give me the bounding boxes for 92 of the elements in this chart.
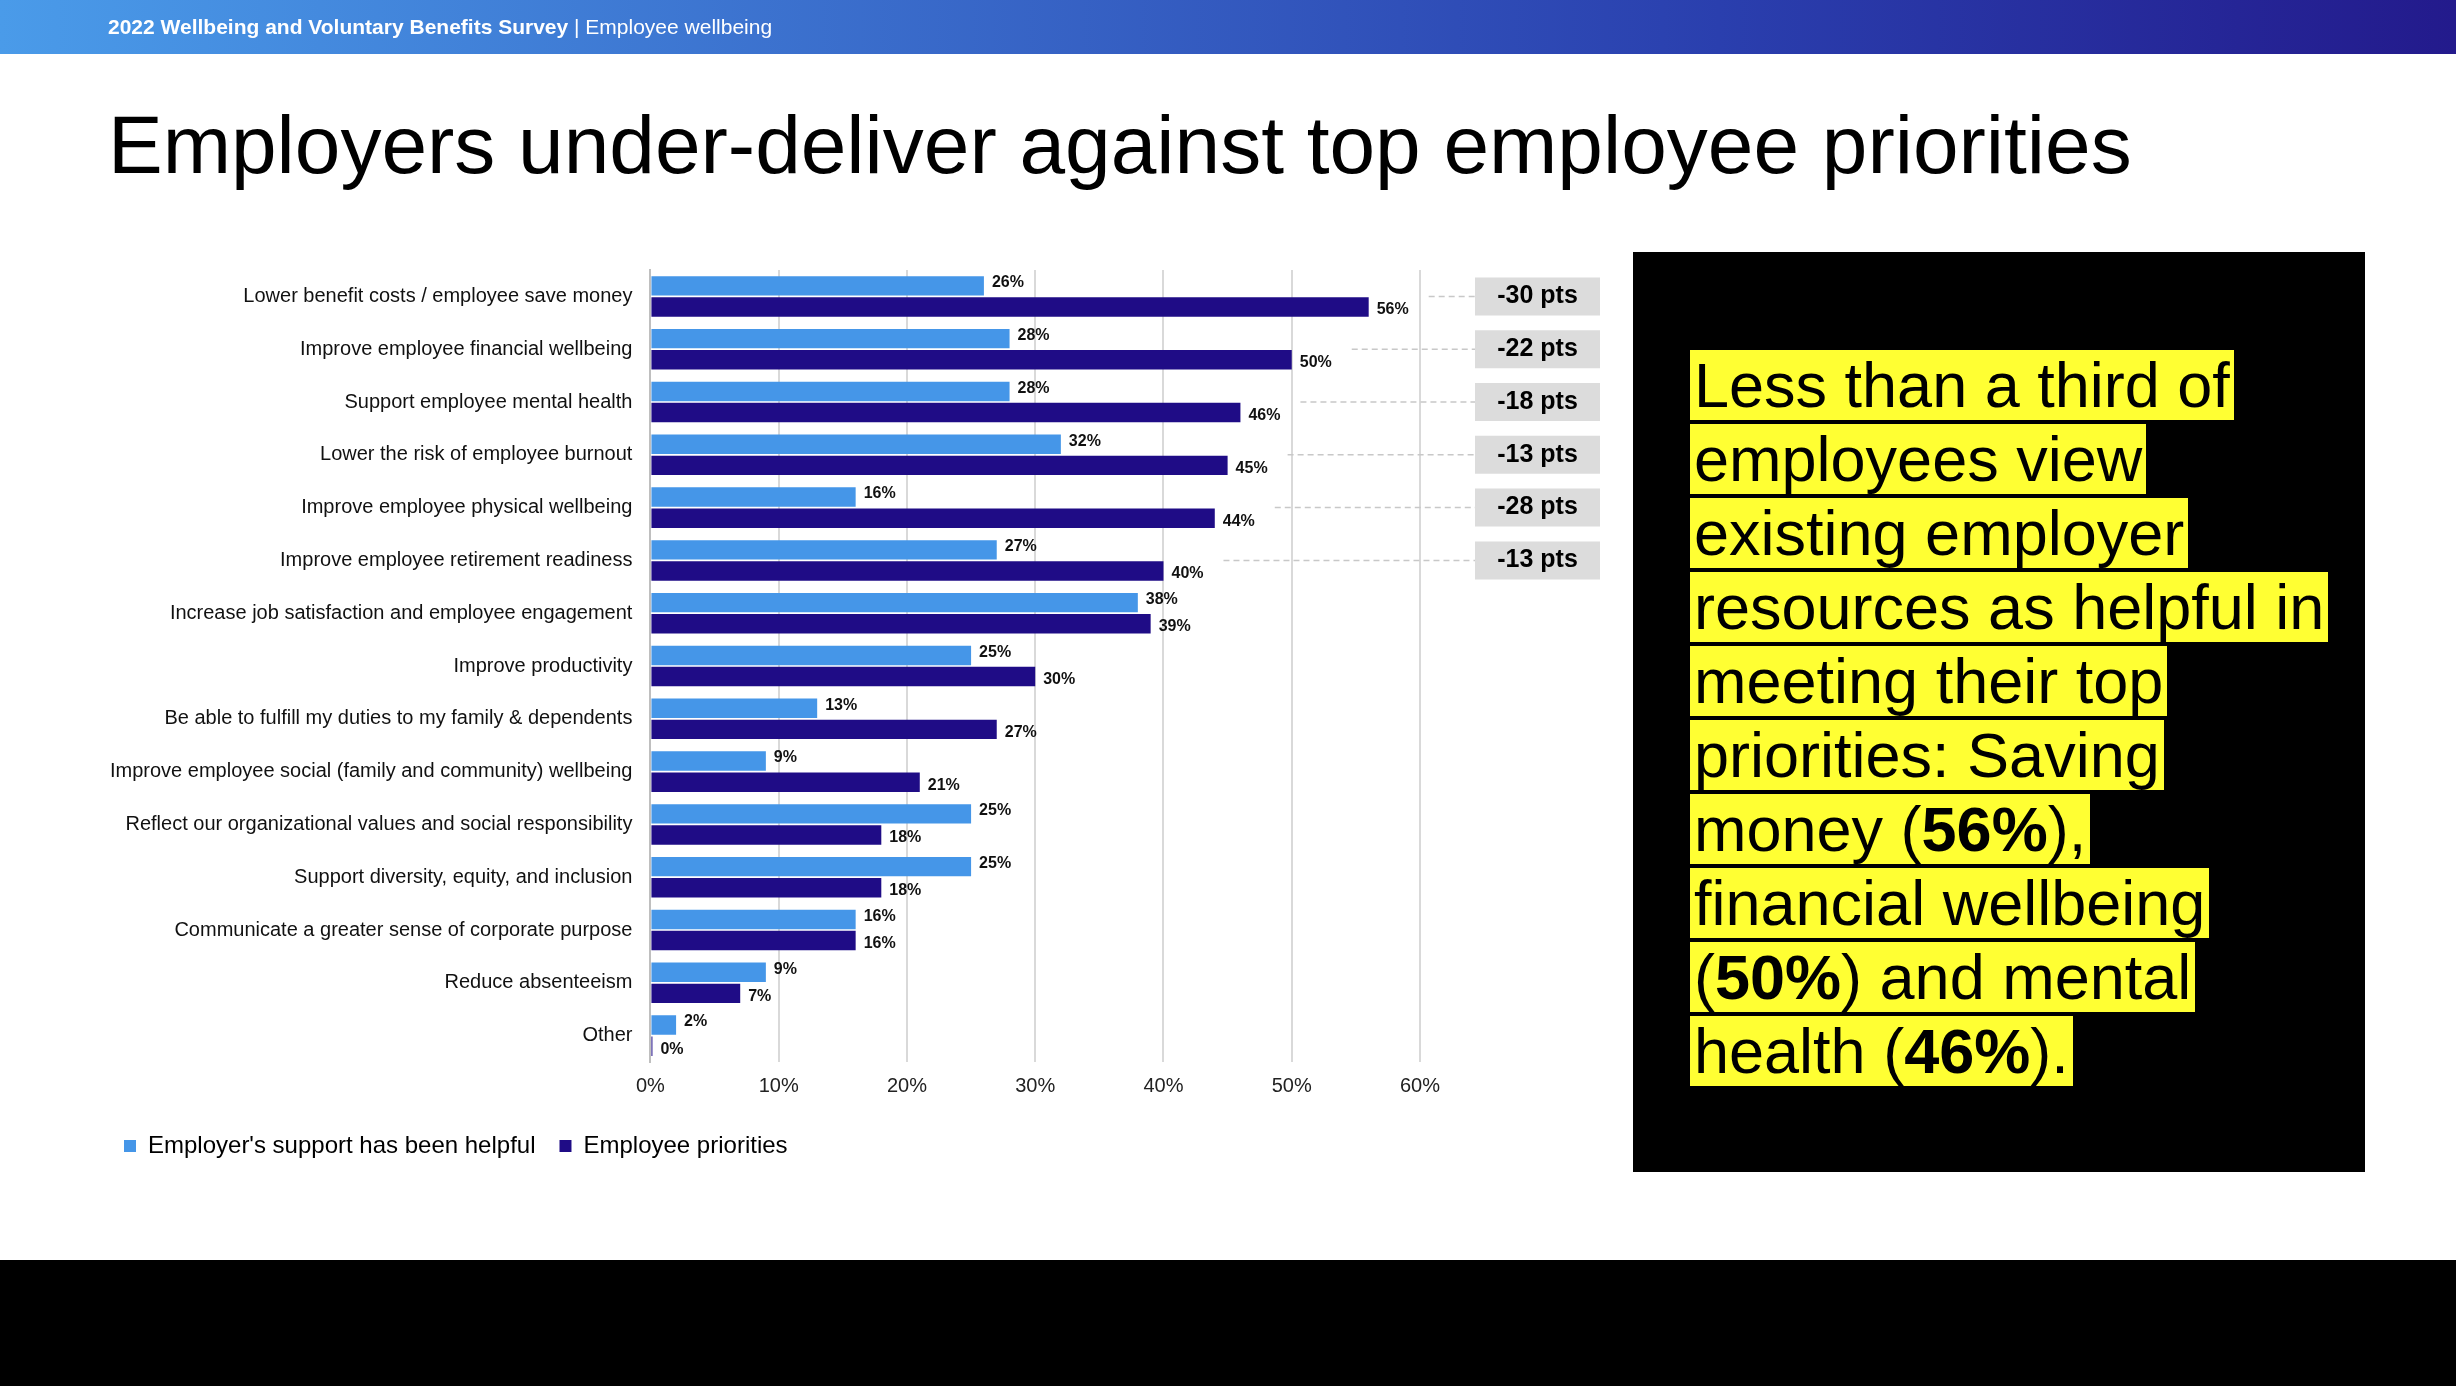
data-label: 50% <box>1299 353 1332 371</box>
data-label: 21% <box>927 775 960 793</box>
text: -22 pts <box>1497 333 1578 362</box>
y-tick-label: Improve employee retirement readiness <box>280 547 633 570</box>
bar <box>651 276 984 296</box>
bar <box>651 614 1151 634</box>
bar <box>651 328 1010 349</box>
bar <box>651 983 741 1004</box>
bar <box>651 561 1164 581</box>
bar <box>651 772 920 792</box>
y-tick-label: Support diversity, equity, and inclusion <box>294 864 633 887</box>
data-label: 16% <box>863 906 896 924</box>
bar <box>651 508 1215 528</box>
bar <box>651 592 1138 613</box>
data-label: 28% <box>1017 378 1050 396</box>
y-tick-label: Reduce absenteeism <box>444 970 633 993</box>
data-label: 44% <box>1222 511 1255 529</box>
data-label: 46% <box>1248 405 1281 423</box>
data-label: 45% <box>1235 458 1268 476</box>
data-label: 0% <box>660 1039 684 1057</box>
bar <box>651 751 766 771</box>
data-label: 38% <box>1145 590 1178 608</box>
bar <box>651 645 972 666</box>
y-tick-label: Lower the risk of employee burnout <box>320 442 633 465</box>
data-label: 13% <box>825 695 858 713</box>
bar <box>651 698 818 718</box>
data-label: 26% <box>991 273 1024 291</box>
data-label: 39% <box>1158 617 1191 635</box>
text-panel: Less than a third of employees view existing employer resources as helpful in meeting their top priorities: Saving money (56%), financial wellbeing (50%) and mental health (46%). <box>1633 252 2365 1172</box>
data-label: 16% <box>863 484 896 502</box>
x-tick-label: 20% <box>886 1073 928 1096</box>
data-label: 28% <box>1017 326 1050 344</box>
text: -28 pts <box>1497 491 1578 520</box>
data-label: 27% <box>1004 537 1037 555</box>
y-tick-label: Improve employee financial wellbeing <box>300 336 633 359</box>
x-tick-label: 50% <box>1271 1073 1312 1096</box>
bar <box>651 804 972 824</box>
bar <box>651 825 882 845</box>
y-tick-label: Improve employee social (family and community) wellbeing <box>109 759 633 782</box>
chart-title: Employers under-deliver against top employee priorities <box>108 98 2132 192</box>
x-tick-label: 0% <box>635 1073 666 1096</box>
data-label: 2% <box>684 1012 708 1030</box>
bar <box>651 350 1292 370</box>
bar <box>651 487 856 507</box>
x-tick-label: 60% <box>1399 1073 1441 1096</box>
bar <box>651 434 1061 454</box>
bar <box>651 540 997 560</box>
data-label: 25% <box>979 854 1012 872</box>
data-label: 25% <box>979 801 1012 819</box>
y-tick-label: Improve employee physical wellbeing <box>301 495 633 518</box>
bar <box>651 719 997 740</box>
y-tick-label: Communicate a greater sense of corporate purpose <box>174 917 633 940</box>
bar <box>651 856 972 877</box>
data-label: 30% <box>1043 669 1076 687</box>
data-label: 32% <box>1068 431 1101 449</box>
bar <box>651 909 856 930</box>
y-tick-label: Support employee mental health <box>344 389 633 412</box>
data-label: 27% <box>1004 722 1037 740</box>
y-tick-label: Increase job satisfaction and employee engagement <box>169 600 633 623</box>
data-label: 16% <box>863 933 896 951</box>
y-tick-label: Be able to fulfill my duties to my family & dependents <box>164 706 633 729</box>
data-label: 7% <box>748 986 772 1004</box>
data-label: 25% <box>979 642 1012 660</box>
bar <box>651 930 856 951</box>
bar <box>651 666 1036 687</box>
bar <box>651 455 1228 476</box>
y-tick-label: Lower benefit costs / employee save money <box>243 283 633 306</box>
x-tick-label: 30% <box>1015 1073 1056 1096</box>
bar <box>651 1015 677 1035</box>
text: -30 pts <box>1497 280 1578 309</box>
data-label: 9% <box>773 959 797 977</box>
data-label: 18% <box>889 828 922 846</box>
x-tick-label: 40% <box>1143 1073 1184 1096</box>
text: -13 pts <box>1497 438 1578 467</box>
data-label: 40% <box>1171 564 1204 582</box>
bar <box>651 381 1010 402</box>
x-tick-label: 10% <box>758 1073 799 1096</box>
y-tick-label: Reflect our organizational values and social responsibility <box>125 811 633 834</box>
data-label: 56% <box>1376 300 1409 318</box>
text: -13 pts <box>1497 544 1578 573</box>
bar <box>651 878 882 898</box>
bar <box>651 297 1369 317</box>
legend-label: Employer's support has been helpful <box>148 1130 536 1158</box>
bar <box>651 402 1241 423</box>
y-tick-label: Other <box>582 1023 633 1046</box>
legend-label: Employee priorities <box>583 1130 788 1158</box>
data-label: 18% <box>889 881 922 899</box>
y-tick-label: Improve productivity <box>453 653 633 676</box>
bar <box>651 962 766 982</box>
text: 2022 Wellbeing and Voluntary Benefits Survey | Employee wellbeing <box>107 15 773 38</box>
data-label: 9% <box>773 748 797 766</box>
text: -18 pts <box>1497 385 1578 414</box>
